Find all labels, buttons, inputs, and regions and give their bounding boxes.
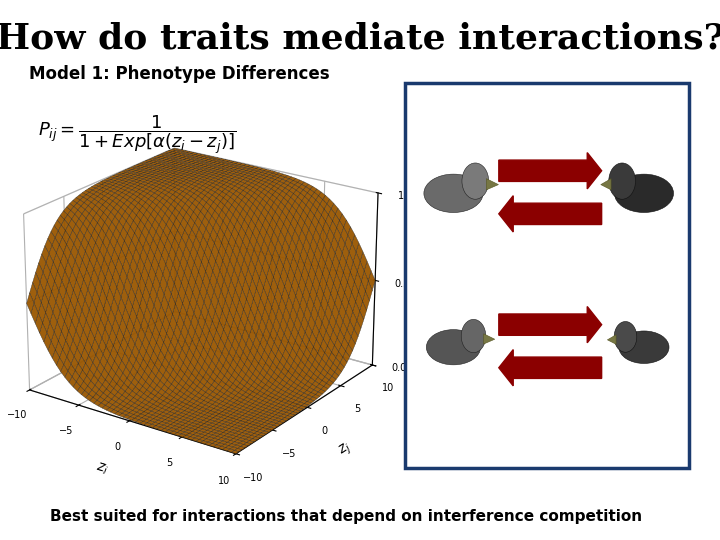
Ellipse shape (614, 174, 673, 213)
FancyBboxPatch shape (405, 83, 689, 468)
FancyArrow shape (499, 349, 602, 386)
Circle shape (608, 163, 636, 199)
Polygon shape (484, 334, 495, 344)
Y-axis label: $z_j$: $z_j$ (336, 440, 355, 460)
Text: $P_{ij} = \dfrac{1}{1 + Exp[\alpha(z_i - z_j)]}$: $P_{ij} = \dfrac{1}{1 + Exp[\alpha(z_i -… (37, 113, 236, 156)
Circle shape (462, 319, 486, 353)
X-axis label: $z_i$: $z_i$ (94, 460, 110, 477)
Polygon shape (486, 179, 498, 190)
Ellipse shape (619, 331, 669, 363)
Circle shape (614, 321, 636, 352)
Polygon shape (608, 335, 616, 345)
Text: How do traits mediate interactions?: How do traits mediate interactions? (0, 22, 720, 56)
Ellipse shape (424, 174, 483, 213)
Polygon shape (600, 179, 611, 190)
Ellipse shape (426, 329, 480, 365)
Text: Best suited for interactions that depend on interference competition: Best suited for interactions that depend… (50, 509, 642, 524)
FancyArrow shape (499, 153, 602, 189)
Circle shape (462, 163, 489, 199)
FancyArrow shape (499, 195, 602, 232)
FancyArrow shape (499, 307, 602, 343)
Text: Model 1: Phenotype Differences: Model 1: Phenotype Differences (29, 65, 330, 83)
